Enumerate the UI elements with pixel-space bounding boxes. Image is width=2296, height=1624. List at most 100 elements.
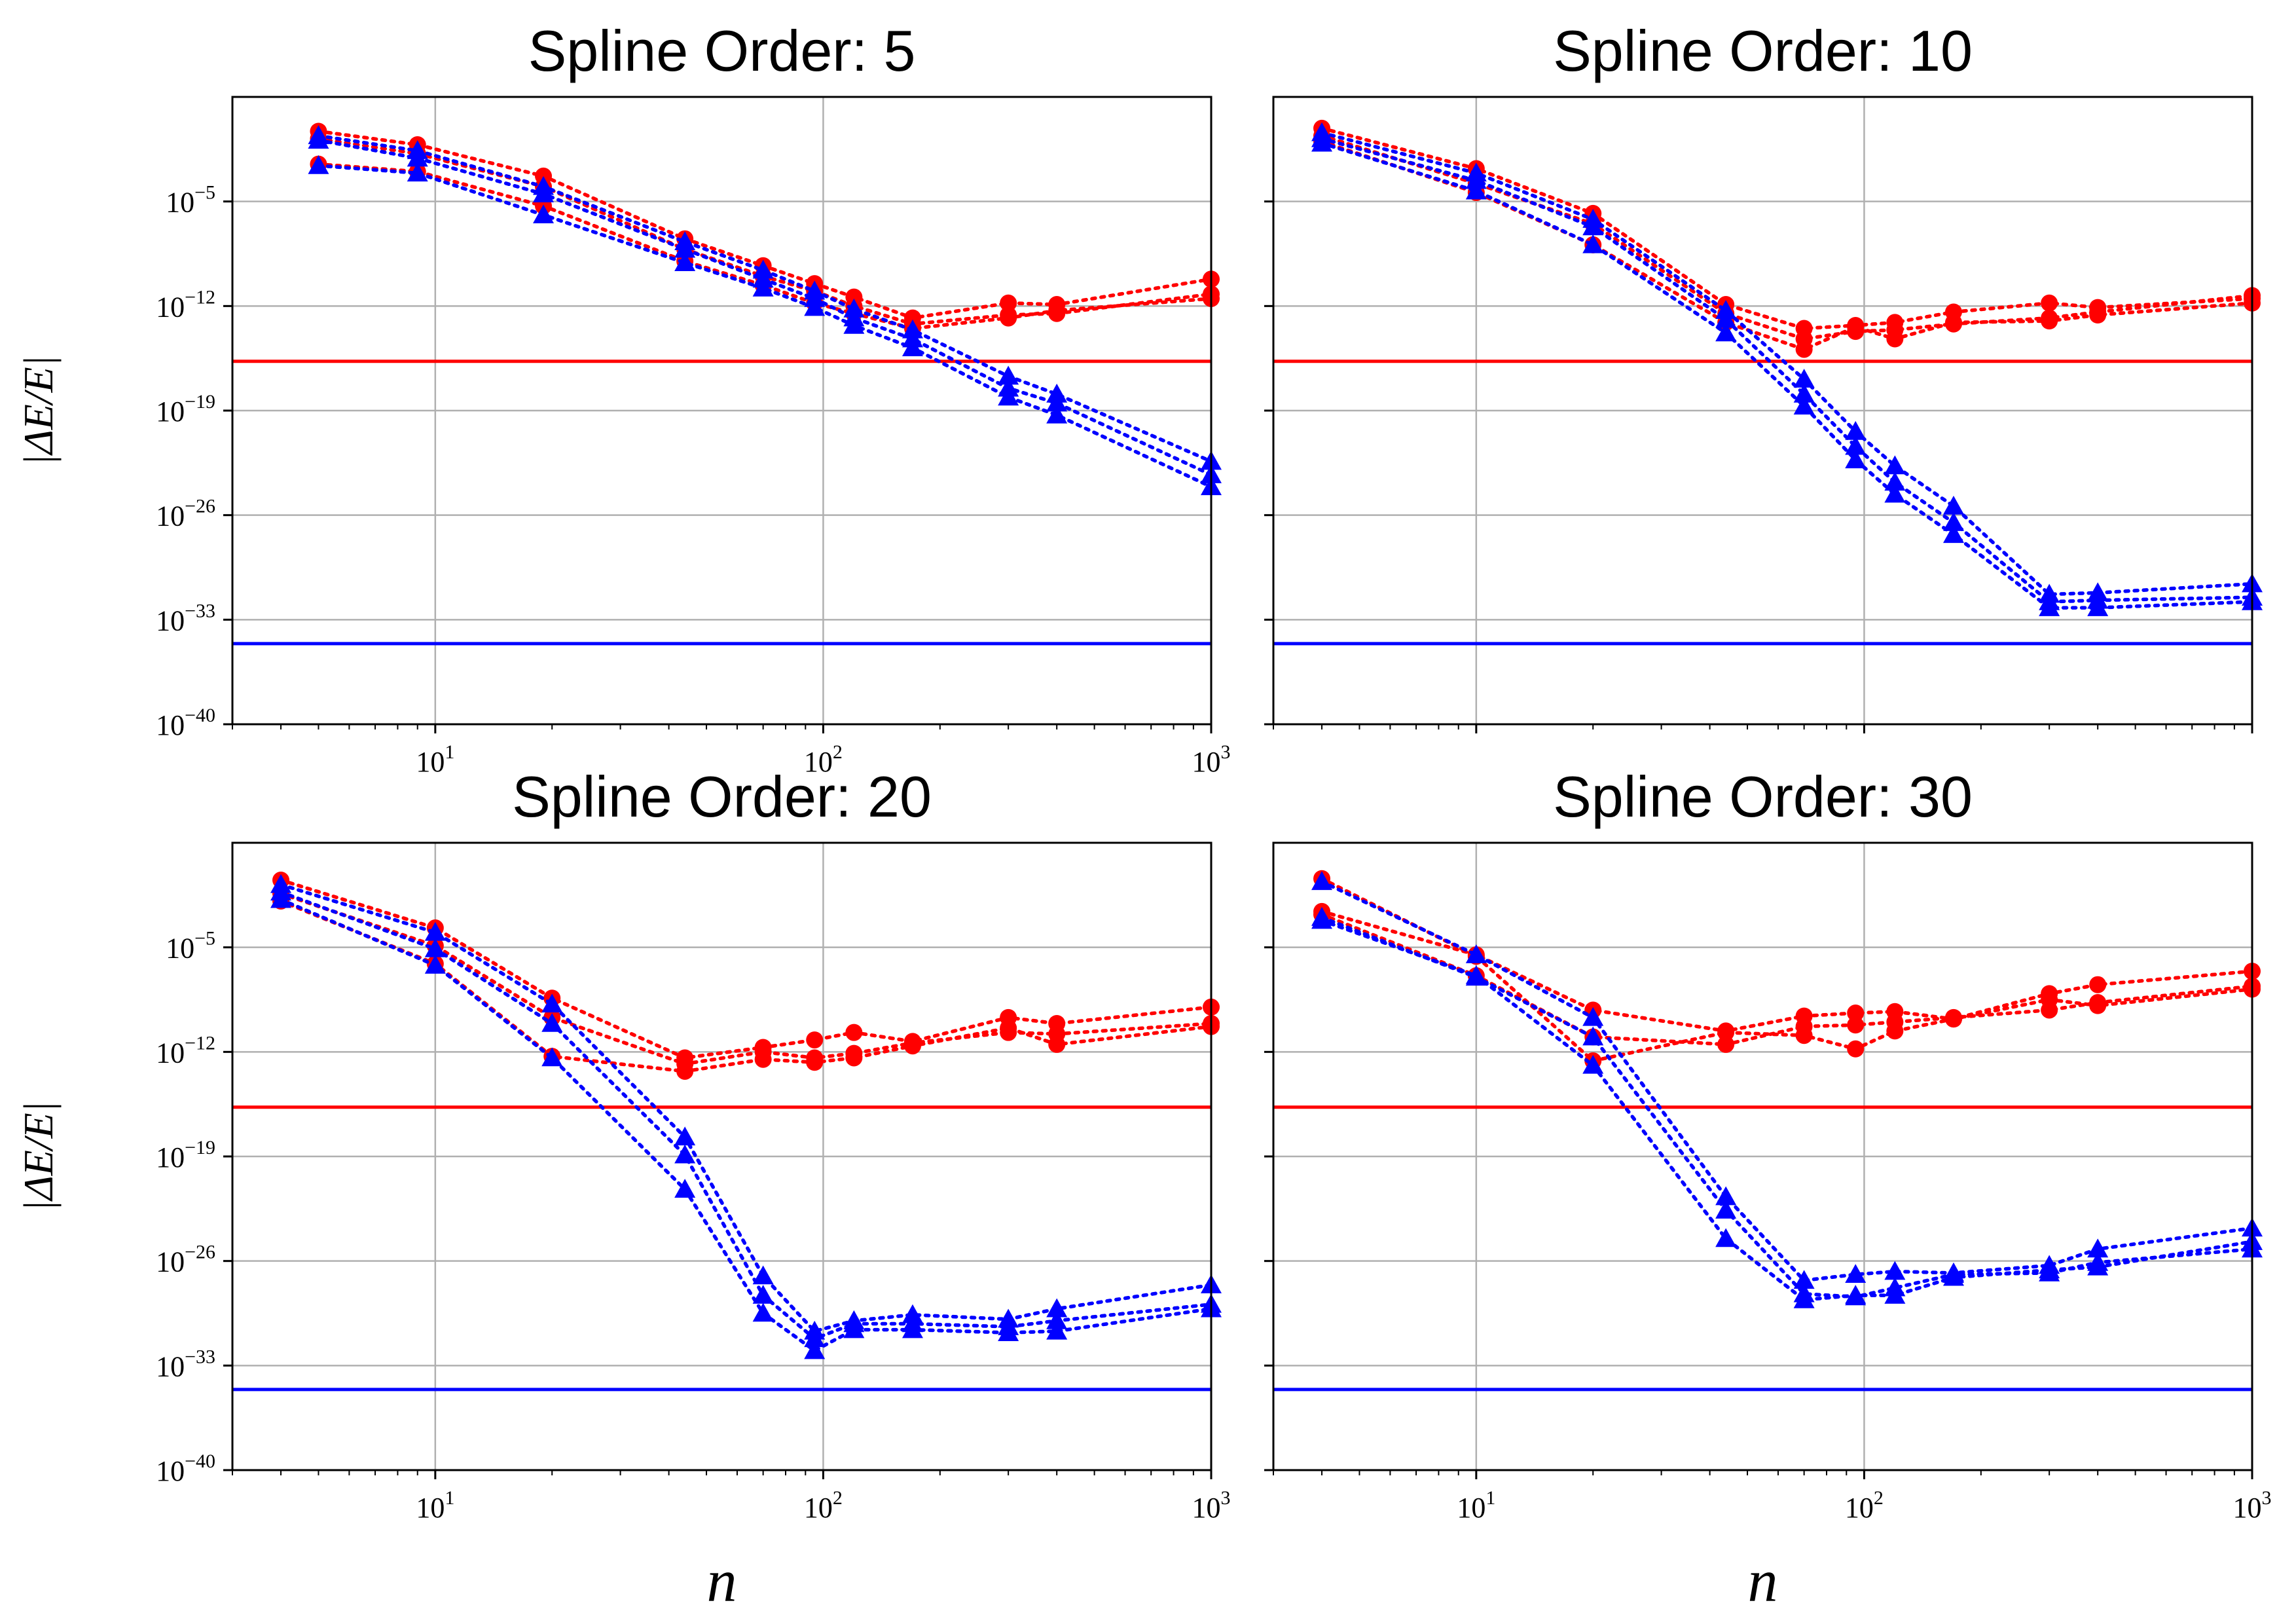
data-point-triangle	[1715, 1228, 1737, 1247]
subplot-title: Spline Order: 20	[512, 764, 932, 829]
data-point-circle	[1000, 1019, 1017, 1037]
data-point-triangle	[424, 955, 446, 974]
data-point-circle	[1717, 1024, 1735, 1041]
data-point-triangle	[1845, 435, 1867, 455]
data-point-triangle	[752, 1302, 774, 1322]
data-point-triangle	[1793, 1270, 1815, 1289]
data-point-triangle	[533, 204, 555, 223]
y-tick-label: 10−5	[166, 182, 215, 219]
data-point-circle	[1847, 1016, 1865, 1034]
data-point-triangle	[1884, 455, 1906, 475]
series-line	[316, 162, 1213, 331]
data-point-triangle	[1582, 1026, 1604, 1046]
subplot-2: Spline Order: 20 10−5 10−12 10−19 10−26 10−33…	[15, 764, 1231, 1614]
data-point-circle	[2041, 294, 2058, 312]
data-point-circle	[1048, 1035, 1066, 1053]
x-tick-label: 103	[1192, 741, 1231, 778]
data-point-circle	[2089, 976, 2107, 993]
data-point-circle	[2089, 997, 2107, 1014]
data-point-circle	[903, 1037, 921, 1055]
series-line	[279, 897, 1213, 1353]
data-point-triangle	[407, 162, 428, 182]
y-axis-label: |ΔE/E|	[15, 356, 62, 466]
series-line	[1320, 879, 2254, 1283]
data-point-triangle	[1465, 180, 1487, 200]
data-point-triangle	[2087, 1256, 2109, 1276]
data-point-circle	[1944, 1010, 1962, 1028]
y-tick-label: 10−5	[166, 928, 215, 965]
data-point-triangle	[804, 1328, 826, 1348]
y-tick-label: 10−33	[156, 1346, 215, 1382]
y-tick-label: 10−12	[156, 1032, 215, 1069]
data-point-circle	[845, 1024, 863, 1041]
data-point-triangle	[1046, 392, 1068, 412]
data-point-triangle	[533, 183, 555, 203]
series-line	[1320, 137, 2254, 604]
series-line	[1320, 141, 2254, 610]
data-point-triangle	[752, 1285, 774, 1304]
data-point-triangle	[1046, 1320, 1068, 1340]
y-tick-label: 10−26	[156, 496, 215, 532]
data-point-triangle	[1884, 1285, 1906, 1304]
data-point-triangle	[2039, 1259, 2060, 1279]
data-point-triangle	[1311, 871, 1333, 891]
data-point-triangle	[1046, 404, 1068, 424]
data-point-triangle	[998, 386, 1019, 406]
data-point-triangle	[1793, 383, 1815, 403]
data-point-triangle	[674, 252, 696, 271]
y-tick-label: 10−40	[156, 1450, 215, 1487]
data-point-triangle	[407, 147, 428, 167]
data-point-circle	[806, 1054, 824, 1071]
data-point-triangle	[424, 938, 446, 957]
data-point-circle	[1000, 294, 1017, 312]
data-point-triangle	[541, 1047, 563, 1067]
data-point-triangle	[1942, 524, 1964, 544]
data-point-triangle	[1311, 910, 1333, 929]
data-point-triangle	[902, 1319, 923, 1338]
x-tick-label: 101	[416, 1487, 454, 1524]
x-axis-label: n	[707, 1547, 737, 1614]
data-point-triangle	[1046, 1298, 1068, 1318]
subplot-title: Spline Order: 5	[528, 18, 916, 83]
data-point-triangle	[998, 1322, 1019, 1341]
series-line	[1320, 126, 2254, 331]
data-point-circle	[845, 1049, 863, 1067]
data-point-circle	[1886, 1022, 1904, 1040]
data-point-triangle	[1715, 1200, 1737, 1219]
data-point-triangle	[1884, 483, 1906, 503]
subplot-1: Spline Order: 10	[1264, 18, 2263, 733]
x-tick-label: 101	[416, 741, 454, 778]
data-point-triangle	[1845, 449, 1867, 469]
data-point-triangle	[1793, 1289, 1815, 1308]
data-point-circle	[1847, 1005, 1865, 1022]
y-tick-label: 10−12	[156, 286, 215, 323]
y-tick-label: 10−40	[156, 705, 215, 741]
data-point-circle	[676, 1062, 694, 1080]
data-point-triangle	[674, 1144, 696, 1164]
data-point-triangle	[1582, 234, 1604, 253]
data-point-triangle	[843, 314, 865, 334]
data-point-triangle	[541, 993, 563, 1013]
data-point-triangle	[1715, 308, 1737, 328]
data-point-circle	[1048, 302, 1066, 320]
series-line	[279, 891, 1213, 1066]
data-point-triangle	[1845, 1264, 1867, 1283]
data-point-triangle	[1465, 170, 1487, 189]
data-point-triangle	[843, 1319, 865, 1338]
data-point-triangle	[1582, 1006, 1604, 1026]
data-point-circle	[2041, 991, 2058, 1008]
data-point-triangle	[424, 921, 446, 941]
data-point-circle	[1795, 1027, 1813, 1044]
data-point-circle	[1886, 330, 1904, 348]
data-point-triangle	[1582, 216, 1604, 236]
data-point-triangle	[308, 130, 329, 149]
data-point-triangle	[752, 1265, 774, 1285]
data-point-triangle	[1046, 1310, 1068, 1329]
x-tick-label: 102	[804, 1487, 843, 1524]
data-point-circle	[2089, 306, 2107, 324]
series-line	[1320, 918, 2254, 1302]
data-point-triangle	[1942, 495, 1964, 515]
data-point-triangle	[998, 365, 1019, 385]
x-tick-label: 103	[2233, 1487, 2272, 1524]
series-line	[279, 878, 1213, 1060]
